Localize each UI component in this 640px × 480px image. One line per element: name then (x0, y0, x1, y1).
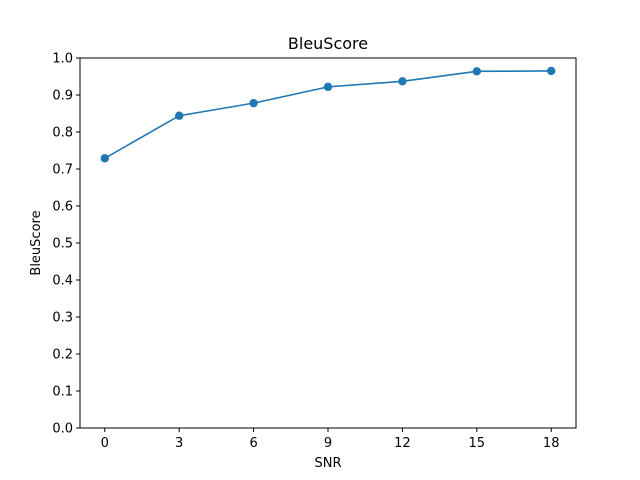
y-axis: 0.0 0.1 0.2 0.3 0.4 0.5 0.6 0.7 0.8 0.9 1.0 (52, 52, 80, 437)
y-tick-label: 0.7 (52, 163, 73, 178)
y-tick-label: 0.6 (52, 200, 73, 215)
x-axis-label: SNR (314, 456, 341, 471)
x-tick-label: 9 (324, 436, 332, 451)
y-tick-label: 0.3 (52, 311, 73, 326)
data-point (323, 82, 333, 92)
y-tick-label: 0.4 (52, 274, 73, 289)
x-tick-label: 15 (469, 436, 486, 451)
series-layer (100, 66, 556, 163)
chart-title: BleuScore (288, 34, 368, 53)
y-tick-label: 0.8 (52, 126, 73, 141)
x-tick-label: 6 (249, 436, 257, 451)
x-tick-label: 12 (394, 436, 411, 451)
x-tick-label: 3 (175, 436, 183, 451)
data-point (249, 98, 258, 108)
y-tick-label: 0.1 (52, 385, 73, 400)
data-point (472, 67, 481, 76)
data-point (175, 111, 184, 120)
data-point (547, 66, 556, 76)
y-tick-label: 0.2 (52, 348, 73, 363)
y-axis-label: BleuScore (29, 210, 44, 275)
y-tick-label: 1.0 (52, 52, 73, 67)
x-tick-label: 0 (101, 436, 109, 451)
data-point (100, 154, 110, 163)
y-tick-label: 0.5 (52, 237, 73, 252)
data-point (398, 77, 407, 86)
y-tick-label: 0.9 (52, 89, 73, 104)
x-tick-label: 18 (543, 436, 560, 451)
x-axis: 0 3 6 9 12 15 18 (101, 428, 560, 451)
y-tick-label: 0.0 (52, 422, 73, 437)
